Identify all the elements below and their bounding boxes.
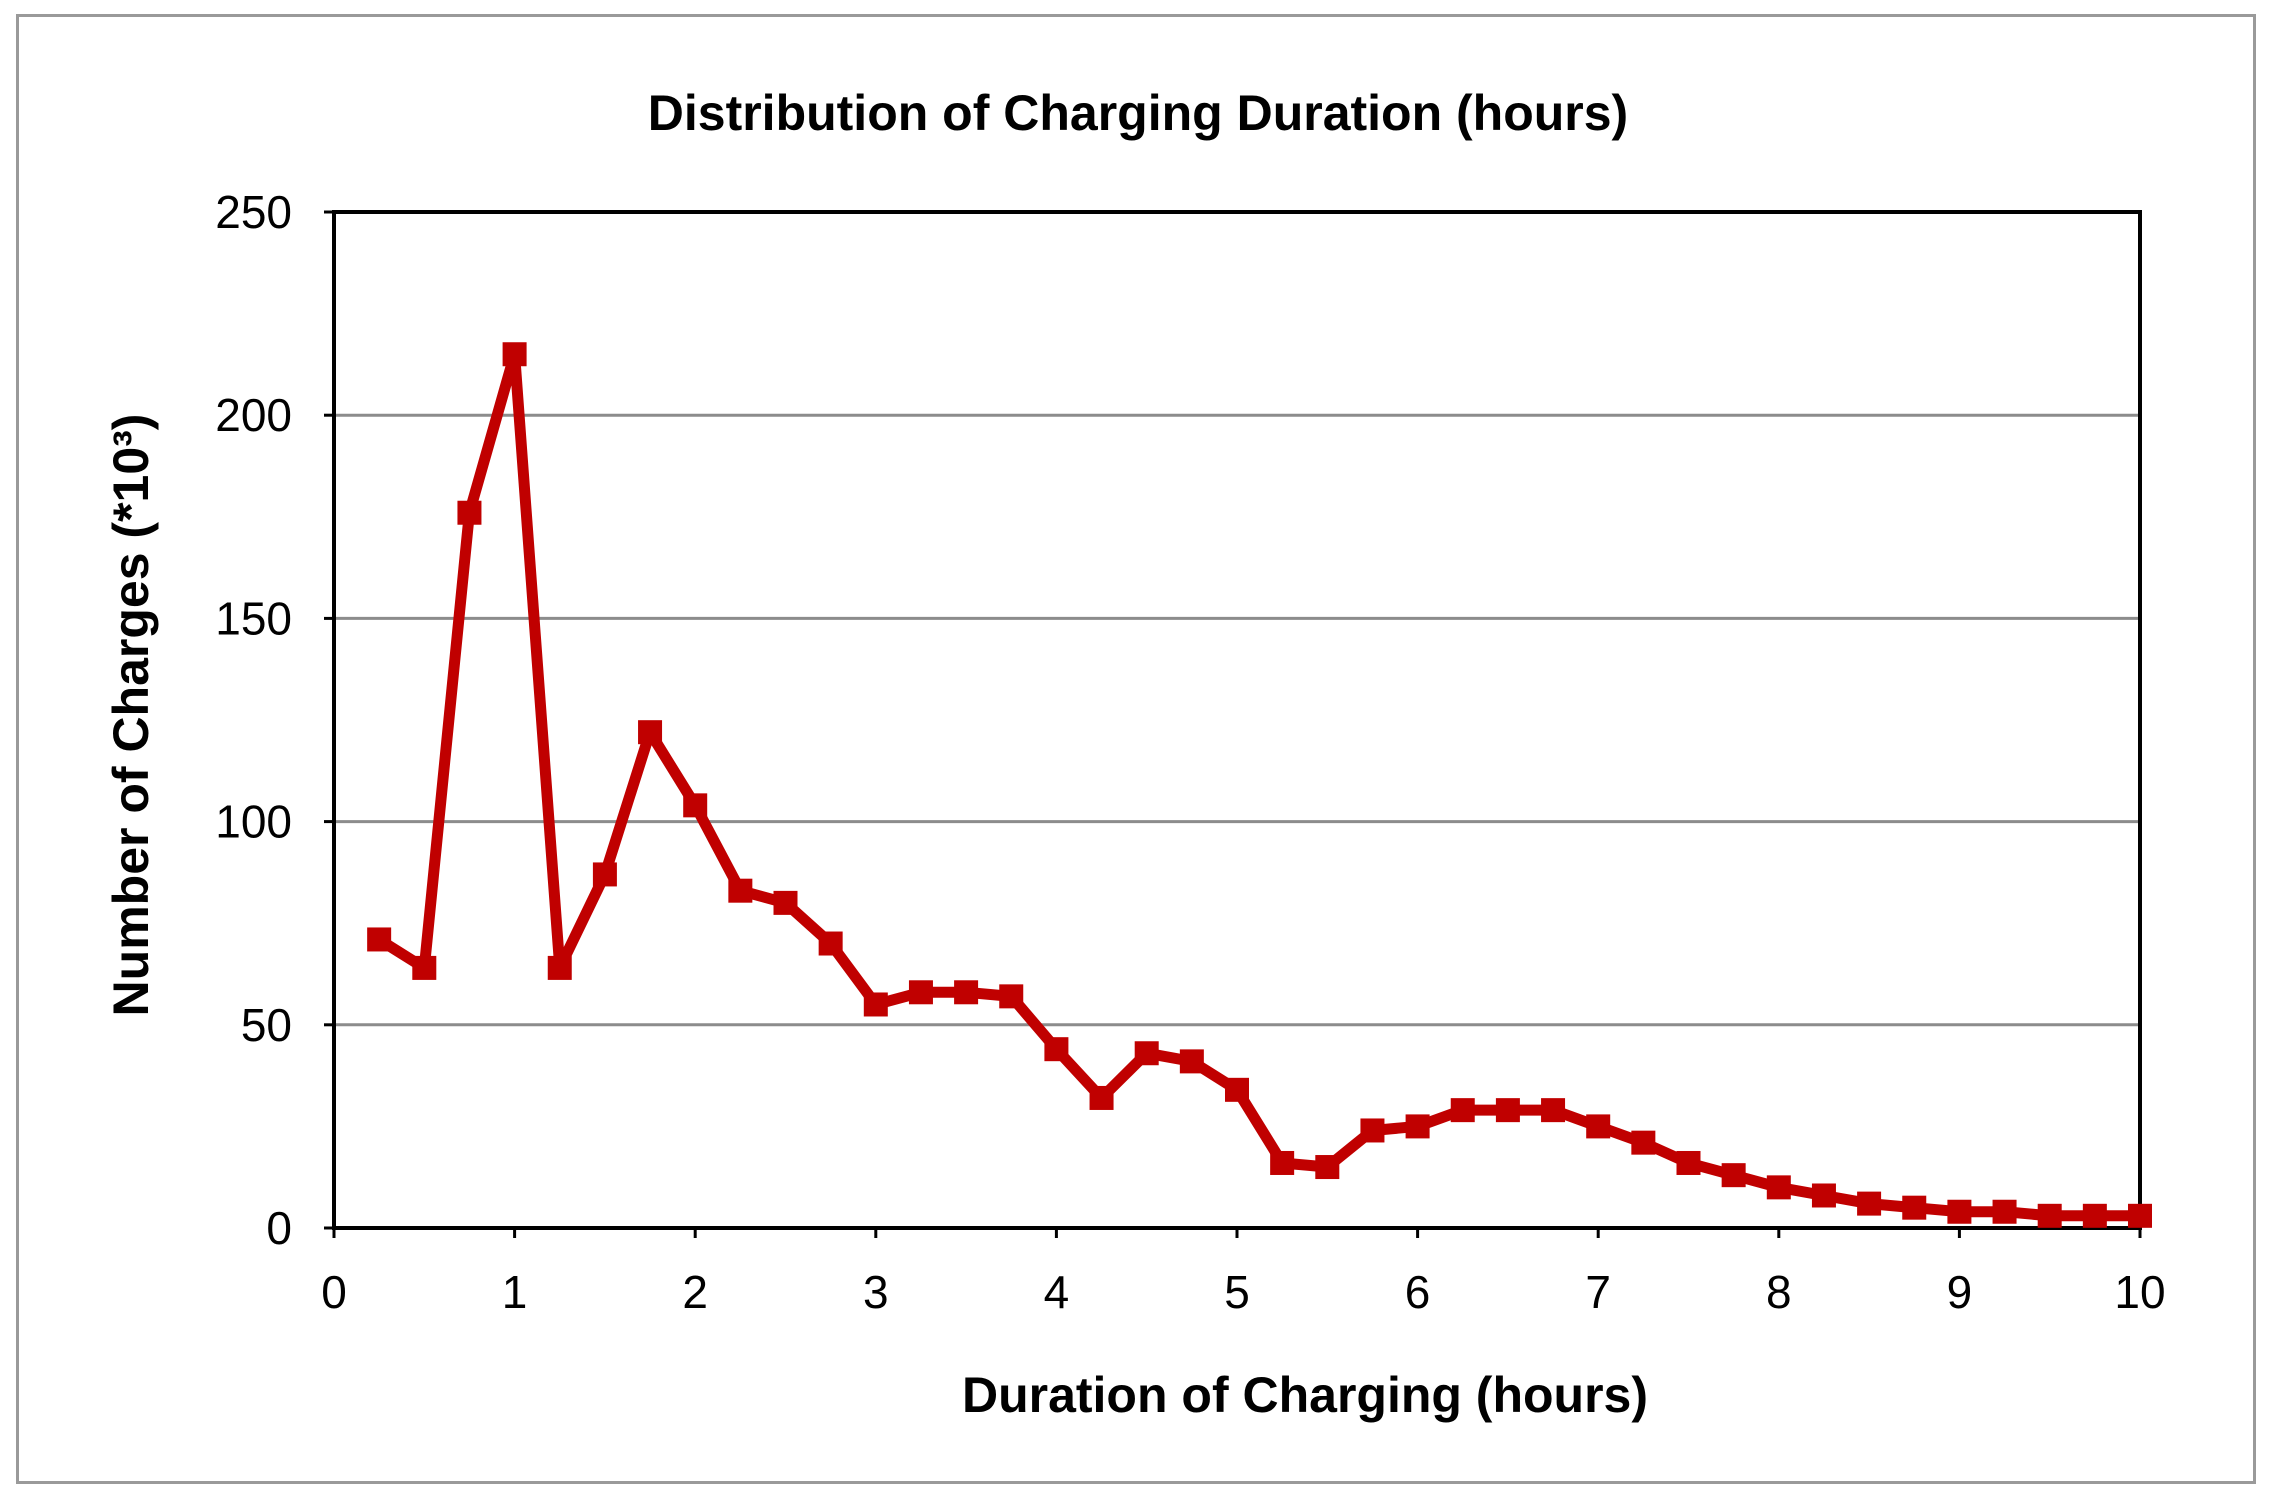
data-point bbox=[2082, 1203, 2107, 1228]
y-axis-title: Number of Charges (*10³) bbox=[103, 414, 159, 1017]
data-point bbox=[1857, 1191, 1882, 1216]
data-point bbox=[999, 984, 1024, 1009]
x-tick-label: 1 bbox=[502, 1266, 528, 1318]
data-point bbox=[1992, 1199, 2017, 1224]
y-tick-label: 0 bbox=[266, 1202, 292, 1254]
x-axis: 0 1 2 3 4 5 6 7 8 9 10 bbox=[321, 1228, 2166, 1318]
plot-area bbox=[332, 210, 2142, 1230]
data-point bbox=[1902, 1195, 1927, 1220]
data-point bbox=[367, 927, 392, 952]
data-point bbox=[2128, 1203, 2152, 1228]
x-tick-label: 4 bbox=[1044, 1266, 1070, 1318]
data-point bbox=[1631, 1130, 1656, 1155]
data-point bbox=[2037, 1203, 2062, 1228]
y-axis: 0 50 100 150 200 250 bbox=[215, 186, 334, 1254]
y-tick-label: 250 bbox=[215, 186, 292, 238]
x-tick-label: 6 bbox=[1405, 1266, 1431, 1318]
data-point bbox=[1225, 1077, 1249, 1102]
data-point bbox=[1676, 1150, 1701, 1175]
data-point bbox=[1044, 1037, 1069, 1062]
y-tick-label: 50 bbox=[241, 999, 292, 1051]
x-tick-label: 10 bbox=[2114, 1266, 2165, 1318]
x-tick-label: 2 bbox=[682, 1266, 708, 1318]
x-tick-label: 5 bbox=[1224, 1266, 1250, 1318]
data-point bbox=[547, 955, 572, 980]
chart-title: Distribution of Charging Duration (hours… bbox=[648, 85, 1628, 141]
data-point bbox=[908, 980, 933, 1005]
y-tick-label: 100 bbox=[215, 796, 292, 848]
data-point bbox=[1495, 1098, 1520, 1123]
data-point bbox=[1360, 1118, 1385, 1143]
data-point bbox=[1134, 1041, 1159, 1066]
x-axis-title: Duration of Charging (hours) bbox=[962, 1367, 1648, 1423]
data-point bbox=[683, 793, 708, 818]
data-point bbox=[1179, 1049, 1204, 1074]
series-line bbox=[376, 348, 2140, 1222]
data-point bbox=[954, 980, 979, 1005]
data-point bbox=[1089, 1085, 1114, 1110]
data-point bbox=[728, 878, 753, 903]
data-point bbox=[773, 890, 798, 915]
data-point bbox=[1586, 1114, 1611, 1139]
y-tick-label: 150 bbox=[215, 592, 292, 644]
y-tick-label: 200 bbox=[215, 389, 292, 441]
data-point bbox=[457, 500, 482, 525]
data-point bbox=[638, 720, 663, 745]
data-point bbox=[1315, 1155, 1340, 1180]
data-point bbox=[1811, 1183, 1836, 1208]
data-point bbox=[1947, 1199, 1972, 1224]
data-point bbox=[1270, 1150, 1295, 1175]
x-tick-label: 8 bbox=[1766, 1266, 1792, 1318]
x-tick-label: 9 bbox=[1947, 1266, 1973, 1318]
data-point bbox=[1541, 1098, 1566, 1123]
data-point bbox=[1721, 1163, 1746, 1188]
x-tick-label: 3 bbox=[863, 1266, 889, 1318]
x-tick-label: 0 bbox=[321, 1266, 347, 1318]
data-point bbox=[1405, 1114, 1430, 1139]
data-point bbox=[818, 931, 843, 956]
chart-frame bbox=[16, 14, 2256, 1484]
data-point bbox=[502, 342, 527, 367]
data-point bbox=[863, 992, 888, 1017]
data-point bbox=[592, 862, 617, 887]
x-tick-label: 7 bbox=[1585, 1266, 1611, 1318]
gridlines bbox=[334, 413, 2140, 1027]
data-point bbox=[1450, 1098, 1475, 1123]
data-point bbox=[412, 955, 437, 980]
data-point bbox=[1766, 1175, 1791, 1200]
series-group bbox=[367, 342, 2152, 1228]
